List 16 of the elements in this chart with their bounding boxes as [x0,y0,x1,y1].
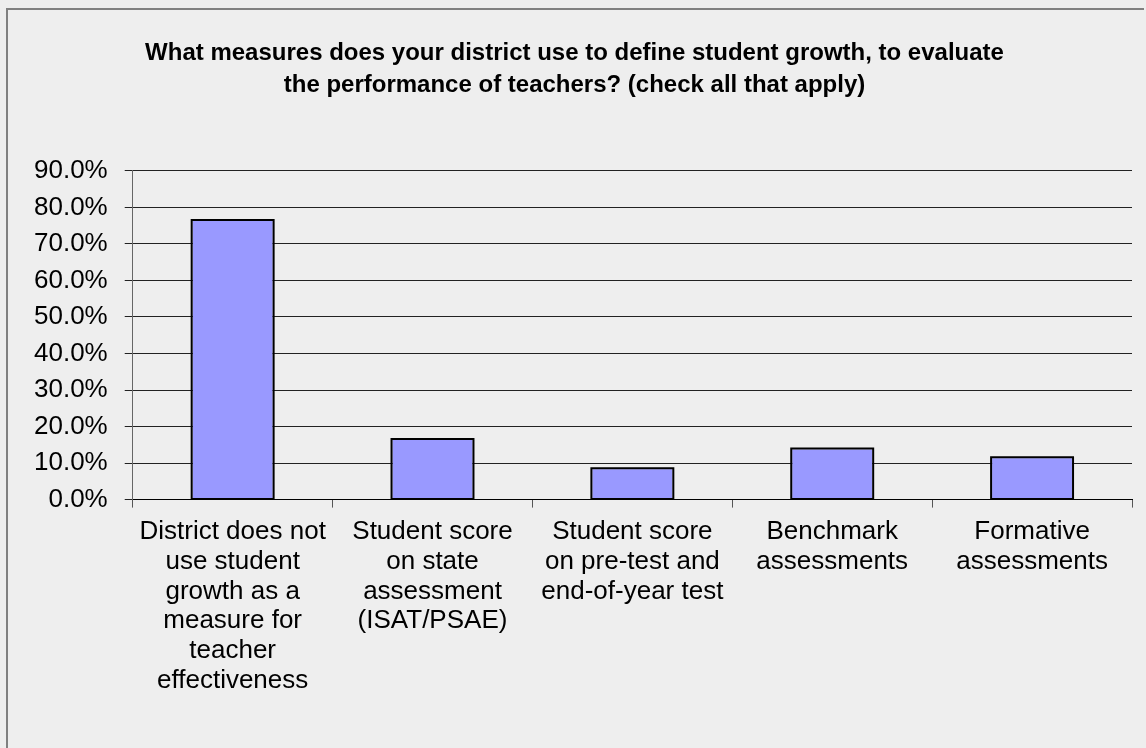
x-tick-label: Benchmark assessments [756,514,909,575]
y-tick-label: 80.0% [33,190,108,221]
y-tick-label: 40.0% [33,336,108,367]
x-tick-label: District does not use student growth as a measure for teacher effectiveness [139,514,327,695]
x-tick-label: Formative assessments [956,514,1108,575]
y-tick-label: 10.0% [33,446,108,477]
y-tick-label: 70.0% [33,227,108,258]
y-tick-label: 60.0% [33,263,108,294]
y-tick-label: 50.0% [33,300,108,331]
y-tick-label: 90.0% [33,154,108,185]
y-tick-label: 20.0% [33,409,108,440]
x-tick-label: Student score on pre-test and end-of-year test [541,514,725,605]
y-tick-label: 0.0% [48,482,108,513]
y-tick-label: 30.0% [33,373,108,404]
x-tick-label: Student score on state assessment (ISAT/PSAE) [352,514,513,635]
chart-title: What measures does your district use to define student growth, to evaluate the performance of teachers? (check all that apply) [145,37,1004,97]
